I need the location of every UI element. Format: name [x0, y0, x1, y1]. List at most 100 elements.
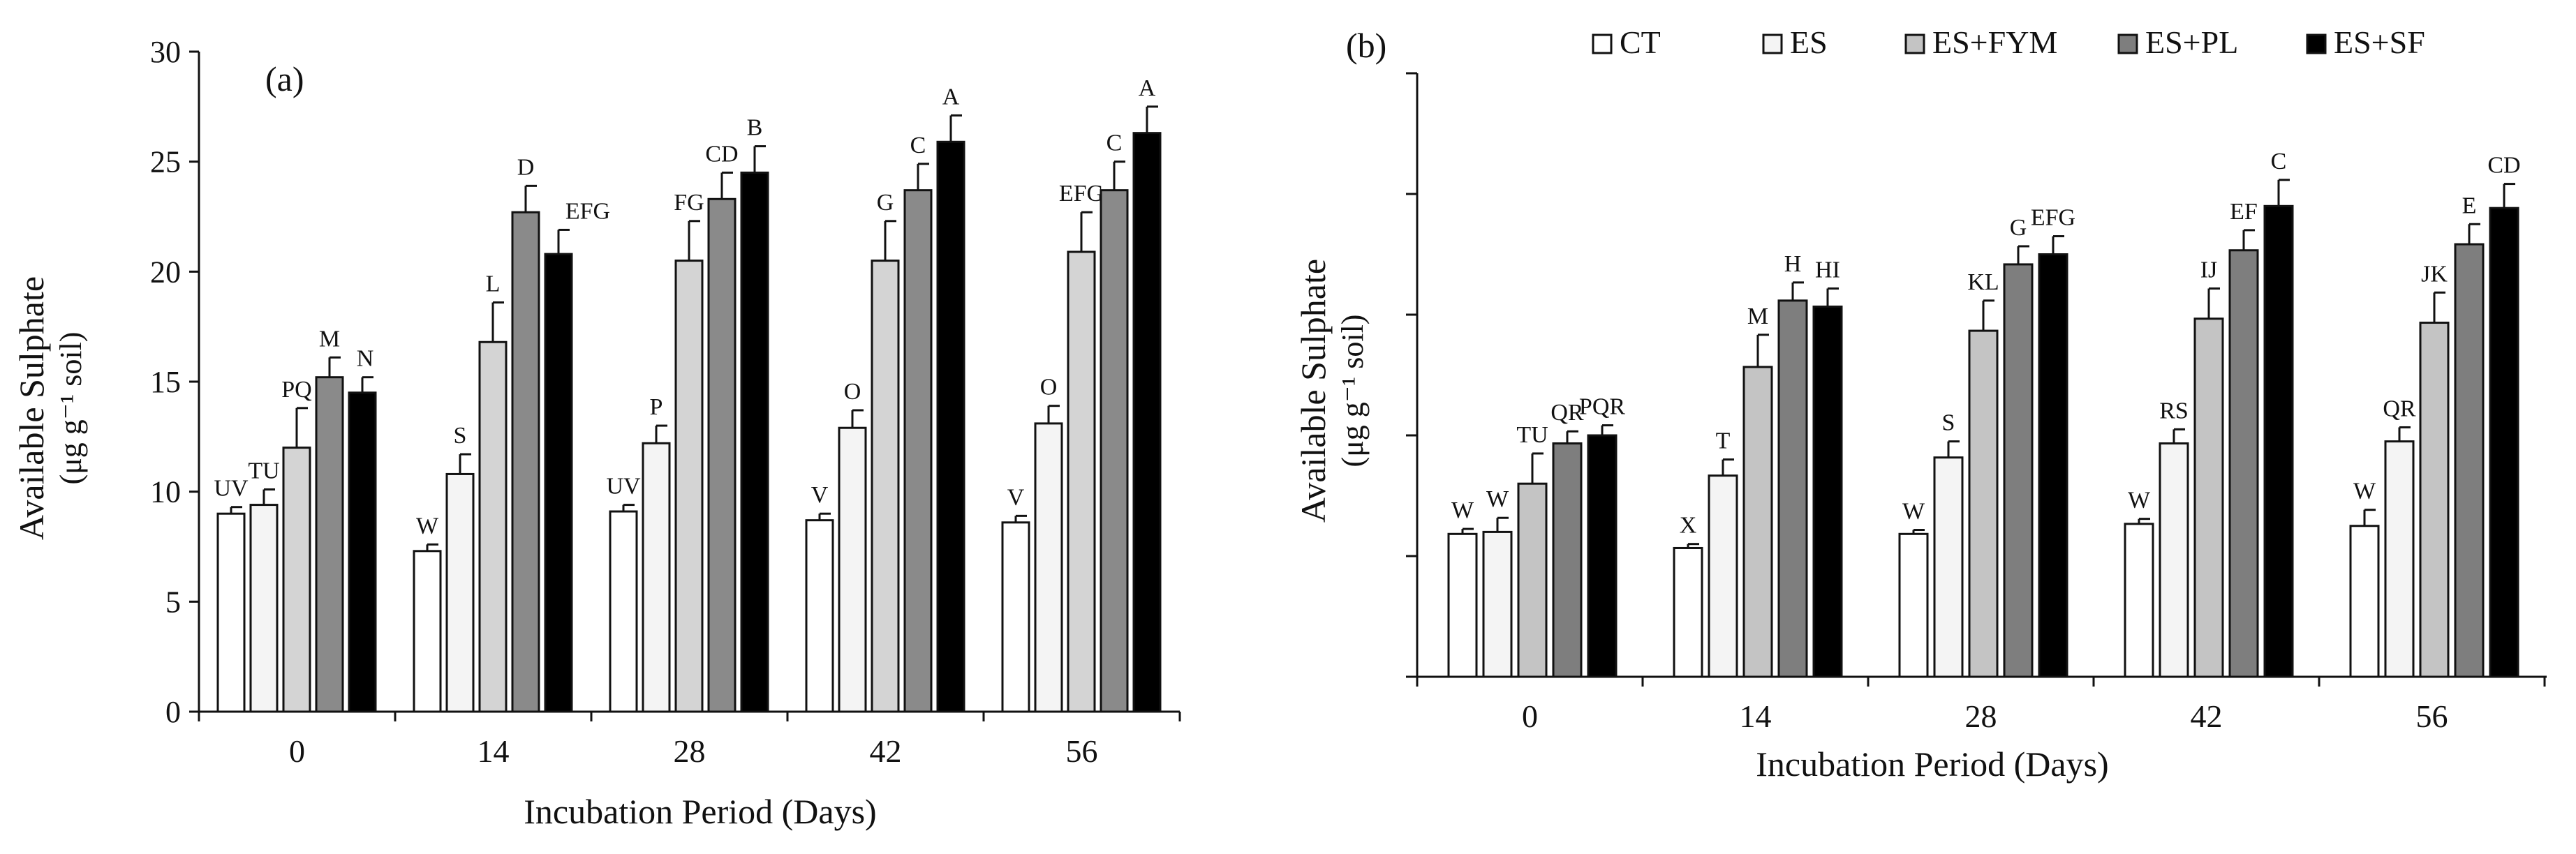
panel-b-bar-es-pl-day-56 — [2454, 243, 2485, 678]
panel-b-significance-label: W — [2128, 488, 2151, 514]
panel-b-significance-label: S — [1942, 410, 1955, 436]
panel-a-x-axis-title: Incubation Period (Days) — [524, 792, 876, 831]
panel-b-significance-label: EF — [2230, 199, 2258, 225]
panel-a-bar-es-day-42 — [838, 426, 867, 713]
panel-b-significance-label: W — [2353, 479, 2376, 504]
panel-a-significance-label: V — [811, 482, 829, 508]
panel-b-legend-item: ES+PL — [2117, 24, 2238, 60]
panel-b-significance-label: H — [1784, 251, 1802, 277]
panel-a-y-tick-label: 10 — [150, 475, 181, 509]
panel-b-legend-swatch — [2117, 33, 2138, 54]
panel-b-legend-swatch — [1592, 33, 1613, 54]
panel-a-significance-label: M — [319, 326, 340, 352]
panel-b-bar-es-day-0 — [1482, 530, 1513, 678]
panel-b-significance-label: W — [1486, 486, 1509, 512]
panel-a-significance-label: EFG — [565, 198, 610, 224]
panel-a-significance-label: P — [650, 394, 663, 420]
panel-a-bar-es-pl-day-0 — [315, 376, 344, 713]
panel-a-significance-label: UV — [214, 476, 249, 502]
panel-b-legend-swatch — [1904, 33, 1925, 54]
panel-b-bar-es-sf-day-28 — [2038, 253, 2068, 678]
panel-a-bar-es-day-56 — [1034, 422, 1063, 713]
panel-a-bar-es-fym-day-28 — [674, 260, 704, 713]
panel-b-significance-label: W — [1451, 497, 1474, 523]
panel-a-y-tick-label: 0 — [165, 695, 181, 729]
panel-a-y-axis-title: Available Sulphate — [12, 276, 51, 540]
panel-a-bar-es-sf-day-0 — [348, 391, 377, 713]
panel-a-significance-label: C — [1106, 130, 1123, 156]
panel-b-legend-swatch — [2306, 33, 2327, 54]
panel-a-bar-ct-day-0 — [216, 512, 246, 713]
panel-a-bar-ct-day-28 — [609, 510, 638, 713]
panel-a-bar-es-sf-day-42 — [936, 140, 965, 713]
panel-a-bar-es-pl-day-14 — [511, 211, 540, 713]
panel-b-bar-es-sf-day-0 — [1587, 434, 1618, 678]
panel-b-significance-label: T — [1716, 428, 1731, 454]
panel-b-significance-label: X — [1680, 513, 1697, 539]
panel-b-x-tick-label: 0 — [1522, 698, 1538, 734]
panel-a-bar-es-pl-day-56 — [1100, 189, 1129, 713]
panel-a-significance-label: W — [416, 513, 439, 539]
panel-b-bar-es-pl-day-14 — [1777, 299, 1808, 678]
panel-b-x-tick-label: 28 — [1965, 698, 1997, 734]
panel-a-significance-label: FG — [674, 190, 704, 216]
panel-b-significance-label: G — [2010, 215, 2027, 241]
panel-b-x-tick-label: 56 — [2416, 698, 2448, 734]
panel-a-significance-label: TU — [248, 458, 279, 484]
panel-a-y-tick-label: 30 — [150, 35, 181, 69]
panel-b-bar-es-fym-day-28 — [1968, 329, 1999, 678]
panel-a-significance-label: D — [517, 154, 535, 180]
panel-b-legend-item: ES+FYM — [1904, 24, 2057, 60]
panel-b-significance-label: KL — [1967, 269, 1999, 295]
panel-a-bar-es-pl-day-42 — [903, 189, 933, 713]
panel-b-significance-label: CD — [2487, 153, 2520, 179]
panel-b-bar-es-sf-day-14 — [1812, 305, 1843, 678]
panel-a-significance-label: G — [877, 190, 894, 216]
panel-a-y-tick-label: 20 — [150, 255, 181, 289]
panel-b-bar-es-day-56 — [2384, 440, 2415, 678]
panel-b-bar-es-day-28 — [1933, 456, 1964, 678]
panel-b-bar-es-fym-day-14 — [1742, 366, 1773, 678]
chart-panel-a: (a) Available Sulphate (μg g⁻¹ soil) Inc… — [12, 35, 1181, 831]
panel-a-significance-label: S — [454, 423, 467, 449]
panel-b-bar-es-fym-day-56 — [2419, 322, 2450, 678]
panel-b-legend-swatch — [1762, 33, 1783, 54]
panel-a-significance-label: A — [1139, 75, 1156, 101]
panel-b-significance-label: E — [2462, 193, 2477, 218]
panel-a-significance-label: PQ — [281, 377, 311, 403]
panel-b-significance-label: C — [2271, 149, 2287, 174]
panel-a-x-tick-label: 14 — [478, 733, 510, 769]
panel-a-bar-es-sf-day-56 — [1132, 132, 1162, 713]
panel-a-x-tick-label: 0 — [289, 733, 305, 769]
panel-a-significance-label: UV — [606, 474, 641, 500]
panel-b-bar-es-pl-day-28 — [2003, 263, 2034, 678]
panel-a-x-tick-label: 42 — [870, 733, 902, 769]
panel-a-significance-label: L — [486, 271, 501, 297]
panel-b-significance-label: PQR — [1579, 394, 1625, 420]
panel-a-y-tick-label: 25 — [150, 145, 181, 179]
panel-a-bar-es-sf-day-14 — [544, 253, 573, 713]
panel-a-bar-ct-day-14 — [413, 550, 442, 713]
panel-a-y-axis-units: (μg g⁻¹ soil) — [54, 332, 88, 485]
panel-b-legend-label: CT — [1620, 24, 1661, 60]
panel-b-bar-es-pl-day-42 — [2228, 249, 2259, 678]
panel-b-bar-es-pl-day-0 — [1552, 442, 1583, 678]
panel-a-significance-label: O — [1040, 375, 1058, 400]
panel-b-significance-label: M — [1747, 304, 1768, 329]
panel-a-significance-label: V — [1007, 484, 1025, 510]
panel-b-bar-es-day-14 — [1708, 474, 1738, 678]
panel-b-x-axis-title: Incubation Period (Days) — [1756, 744, 2108, 784]
panel-b-bar-es-fym-day-42 — [2193, 317, 2224, 678]
panel-b-bar-ct-day-14 — [1673, 546, 1703, 678]
panel-a-bar-es-day-14 — [445, 472, 475, 713]
panel-a-bar-es-sf-day-28 — [740, 171, 769, 713]
panel-b-y-axis-title: Available Sulphate — [1294, 259, 1333, 523]
panel-b-significance-label: TU — [1516, 422, 1548, 448]
panel-b-x-tick-label: 42 — [2191, 698, 2223, 734]
panel-a-y-tick-label: 5 — [165, 585, 181, 619]
panel-b-y-axis-units: (μg g⁻¹ soil) — [1335, 315, 1370, 467]
panel-b-bar-ct-day-28 — [1898, 532, 1929, 678]
panel-a-bar-es-day-0 — [249, 504, 279, 713]
panel-a-bar-es-day-28 — [642, 442, 671, 713]
